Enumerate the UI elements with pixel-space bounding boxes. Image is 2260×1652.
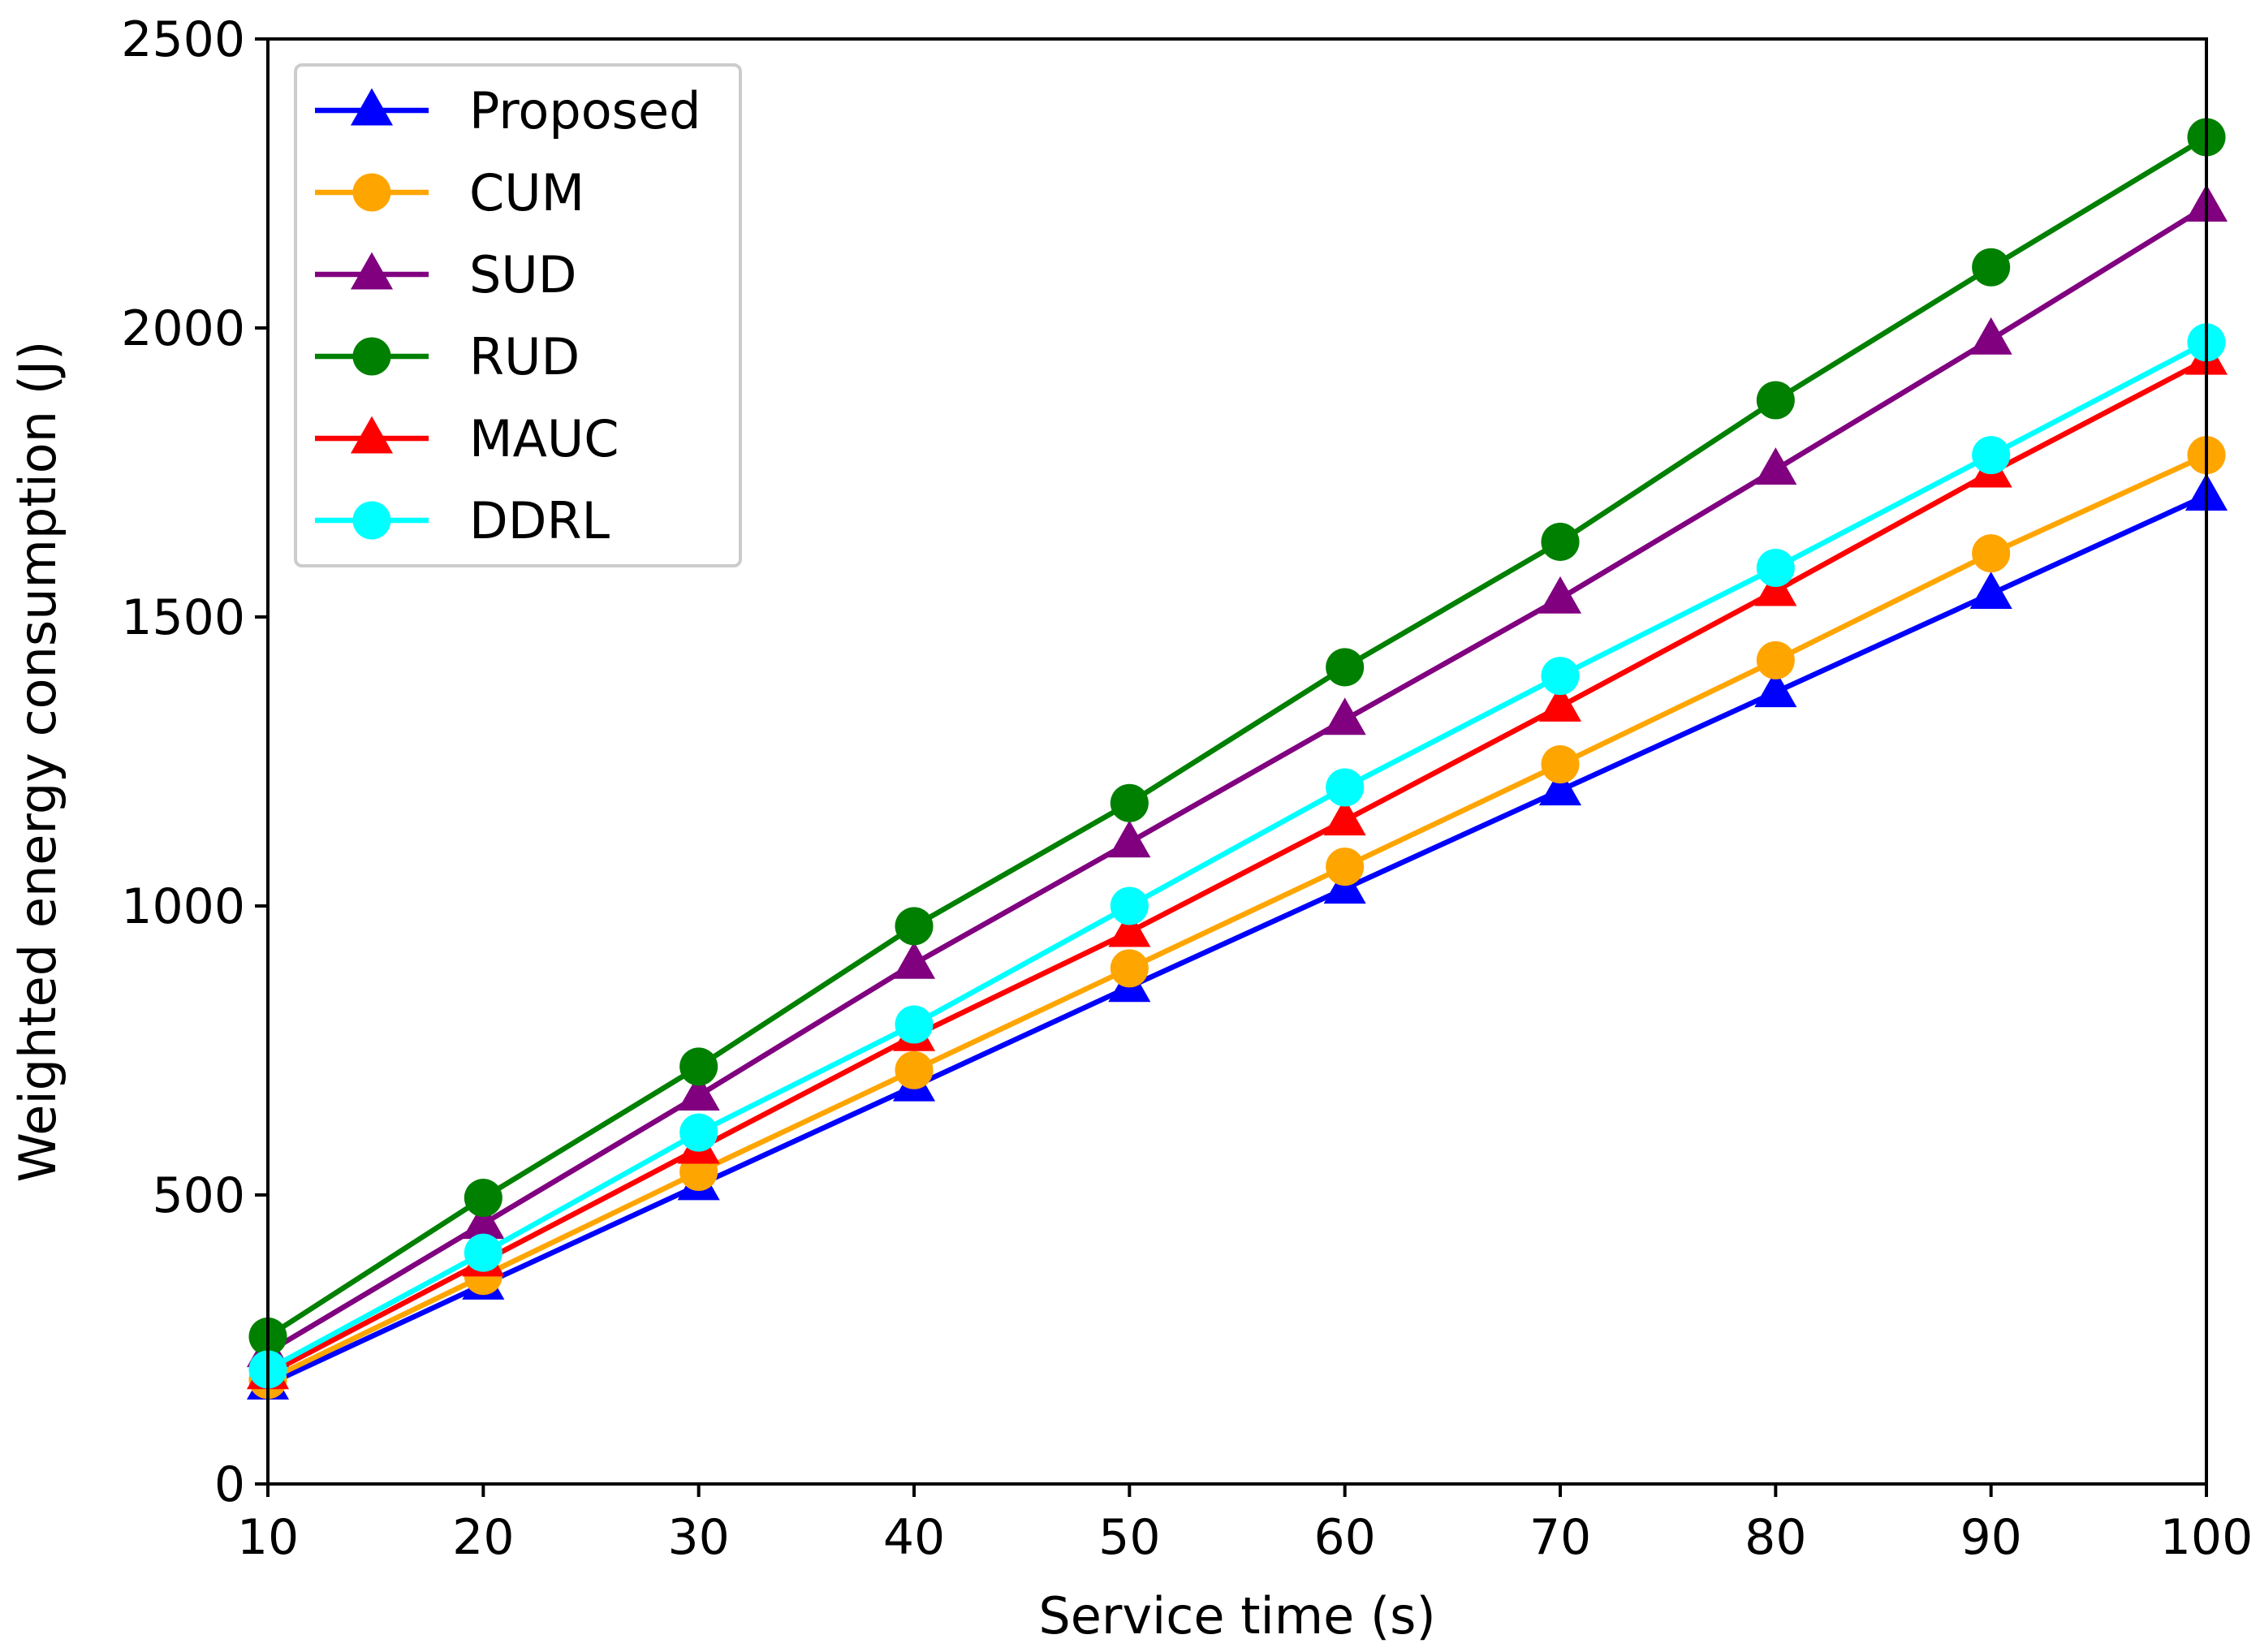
data-point-rud [895,907,934,946]
data-point-ddrl [1326,768,1365,807]
data-point-ddrl [679,1113,718,1152]
x-axis-label: Service time (s) [1038,1586,1435,1646]
data-point-rud [1541,522,1580,561]
legend-marker-proposed [350,88,394,126]
data-point-ddrl [1110,886,1149,925]
data-point-rud [679,1047,718,1086]
data-point-cum [895,1050,934,1089]
data-point-sud [1969,317,2012,355]
data-point-sud [462,1201,505,1240]
data-point-sud [892,941,936,979]
legend-item-proposed: Proposed [315,81,701,140]
legend-label: SUD [469,245,576,304]
legend-label: CUM [469,163,584,222]
data-point-cum [1756,641,1795,679]
x-tick-label: 40 [883,1509,945,1566]
y-axis-ticks: 0 500 1000 1500 2000 2500 [121,11,268,1513]
data-point-ddrl [895,1005,934,1044]
x-tick-label: 20 [452,1509,514,1566]
data-point-rud [1326,648,1365,687]
legend-marker-mauc [350,416,394,454]
y-tick-label: 2000 [121,300,245,357]
legend-marker-cum [352,173,391,212]
plot-area-frame [266,37,2208,1486]
data-point-proposed [1538,768,1582,806]
data-point-rud [1972,248,2011,287]
legend-label: Proposed [469,81,701,140]
series-proposed [246,473,2228,1400]
x-tick-label: 50 [1098,1509,1160,1566]
legend: Proposed CUM SUD RUD MAUC DDRL [294,63,742,567]
x-tick-label: 60 [1313,1509,1375,1566]
data-point-cum [1326,848,1365,886]
legend-marker-ddrl [352,501,391,540]
data-point-ddrl [1541,657,1580,696]
x-tick-label: 10 [237,1509,299,1566]
data-point-mauc [1323,798,1366,836]
series-line-cum [266,452,2208,1382]
data-point-proposed [1754,670,1797,708]
data-point-mauc [1538,684,1582,722]
series-ddrl [248,323,2226,1389]
data-point-sud [1108,820,1151,858]
data-point-sud [1754,447,1797,485]
data-point-rud [1110,783,1149,822]
y-tick-label: 1000 [121,878,245,935]
legend-label: RUD [469,327,580,386]
legend-item-ddrl: DDRL [315,491,610,550]
data-point-ddrl [464,1233,502,1272]
legend-marker-rud [352,337,391,376]
series-line-mauc [266,357,2208,1377]
y-tick-label: 2500 [121,11,245,68]
legend-item-mauc: MAUC [315,409,619,468]
series-line-sud [266,204,2208,1355]
data-point-mauc [1108,909,1151,947]
data-point-cum [1110,949,1149,988]
legend-item-cum: CUM [315,163,584,222]
legend-marker-sud [350,252,394,290]
data-point-sud [677,1073,720,1111]
series-line-rud [266,135,2208,1339]
x-tick-label: 30 [667,1509,729,1566]
x-tick-label: 100 [2160,1509,2254,1566]
data-point-ddrl [1756,548,1795,587]
y-tick-label: 500 [152,1167,245,1224]
x-axis-ticks: 10 20 30 40 50 60 70 80 90 100 [237,1484,2253,1566]
data-point-sud [1538,576,1582,614]
x-tick-label: 90 [1960,1509,2021,1566]
series-line-ddrl [266,339,2208,1372]
data-point-proposed [1969,572,2012,610]
data-point-ddrl [1972,436,2011,475]
legend-label: MAUC [469,409,619,468]
data-point-mauc [1754,568,1797,606]
legend-item-rud: RUD [315,327,580,386]
data-point-sud [1323,697,1366,735]
y-tick-label: 1500 [121,589,245,646]
x-tick-label: 80 [1745,1509,1806,1566]
series-line-proposed [266,493,2208,1387]
legend-item-sud: SUD [315,245,576,304]
y-tick-label: 0 [214,1456,245,1513]
y-axis-label: Weighted energy consumption (J) [8,341,67,1183]
legend-label: DDRL [469,491,610,550]
data-point-cum [1541,745,1580,784]
data-point-rud [464,1179,502,1218]
data-point-rud [1756,381,1795,420]
data-point-cum [1972,534,2011,573]
x-tick-label: 70 [1529,1509,1591,1566]
